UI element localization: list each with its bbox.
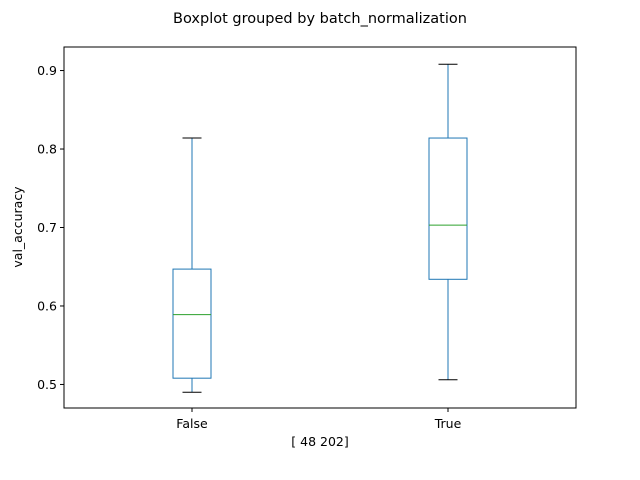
box-false [172,137,212,393]
y-tick-label: 0.8 [37,142,57,157]
x-tick-label: False [176,416,208,431]
y-tick-label: 0.7 [37,220,57,235]
y-tick-label: 0.9 [37,63,57,78]
chart-title: Boxplot grouped by batch_normalization [173,11,467,27]
plot-frame [63,46,577,409]
x-tick-label: True [434,416,462,431]
x-axis-label: [ 48 202] [291,434,348,449]
boxes-layer [172,63,468,393]
y-axis: 0.5 0.6 0.7 0.8 0.9 [37,63,64,392]
x-axis: False True [176,408,462,431]
y-tick-label: 0.5 [37,377,57,392]
iqr-box [172,268,212,379]
iqr-box [428,137,468,280]
y-tick-label: 0.6 [37,298,57,313]
box-true [428,63,468,381]
y-axis-label: val_accuracy [10,186,25,268]
